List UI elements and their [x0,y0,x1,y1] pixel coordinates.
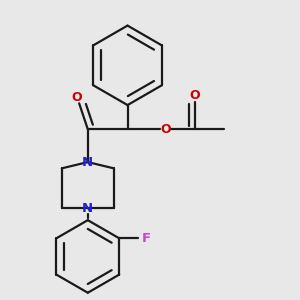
Text: N: N [82,156,93,169]
Text: O: O [160,123,170,136]
Text: O: O [71,91,82,103]
Text: F: F [142,232,151,245]
Text: N: N [82,202,93,214]
Text: O: O [190,89,200,102]
